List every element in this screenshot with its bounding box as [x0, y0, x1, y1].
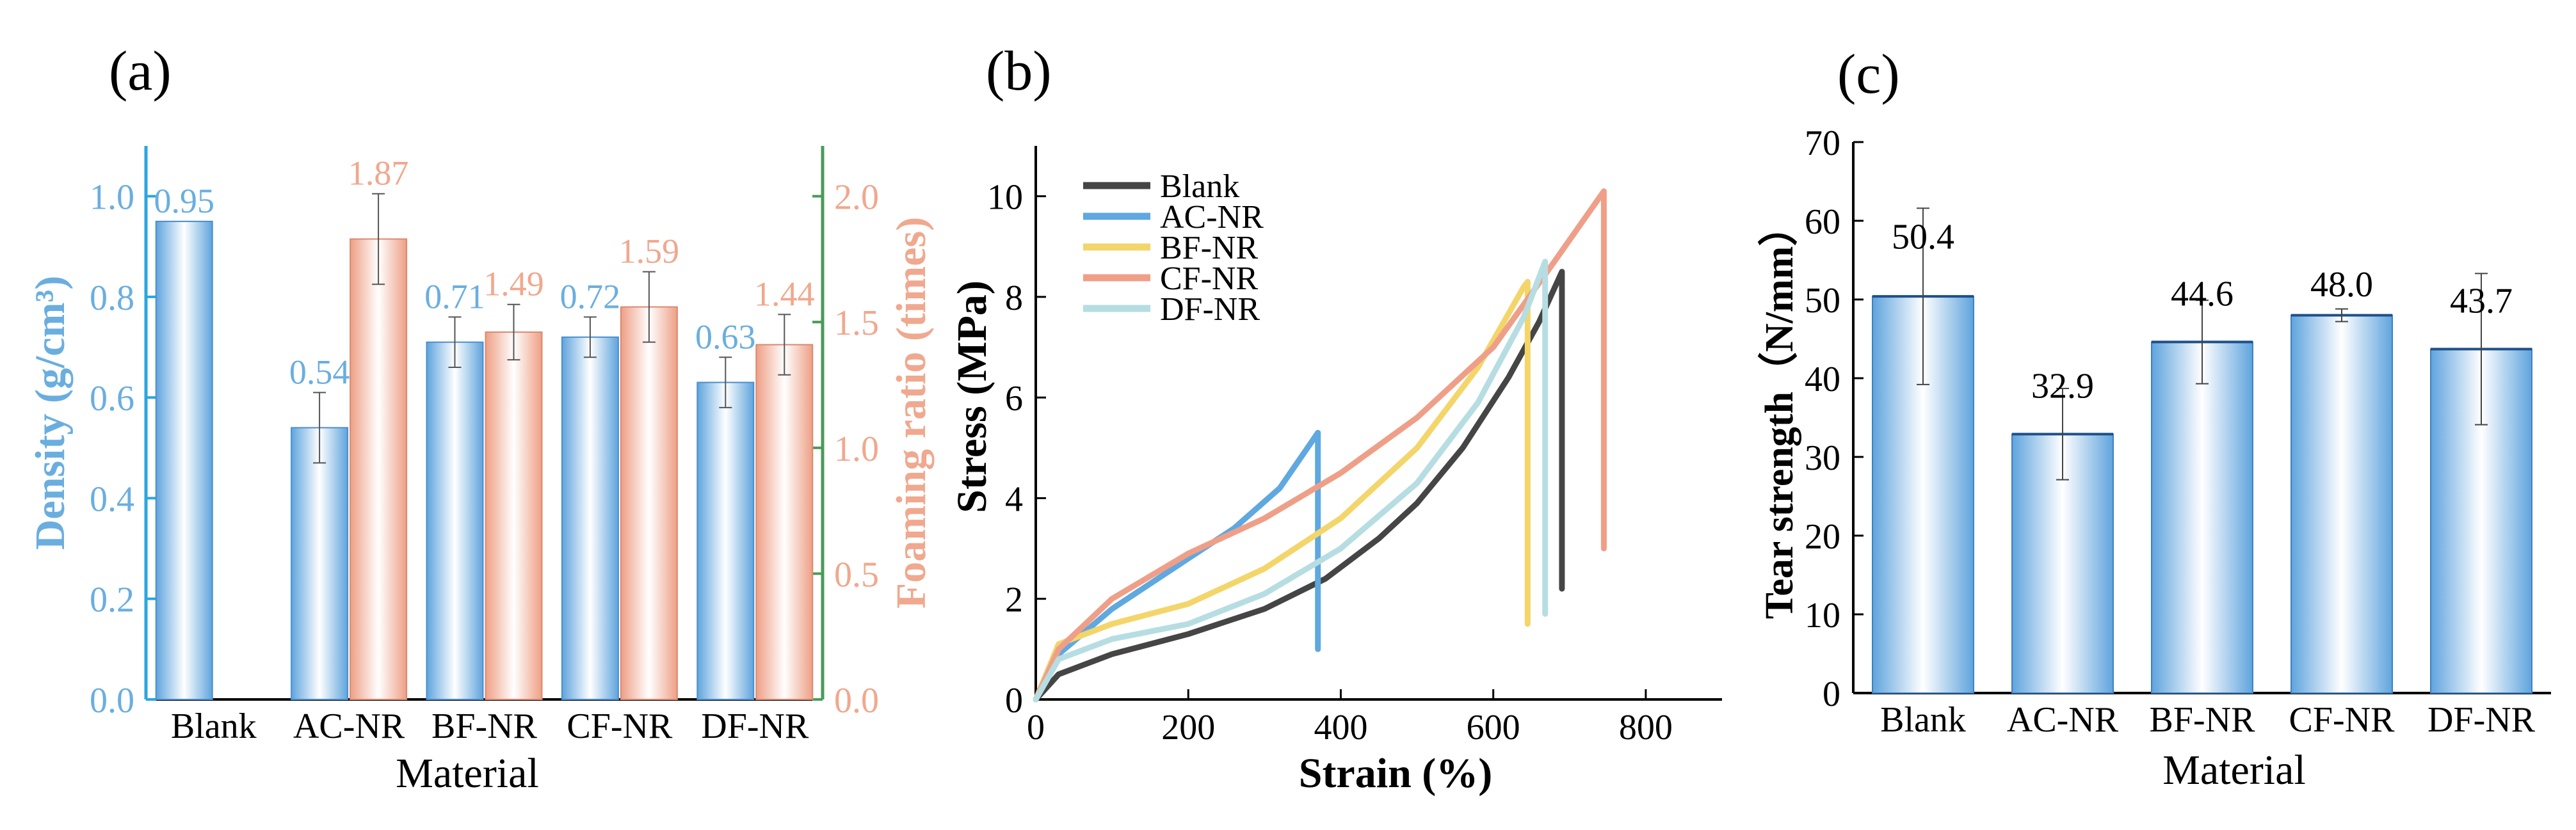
a-category-label: DF-NR	[701, 706, 809, 746]
c-y-tick-label: 10	[1805, 596, 1840, 635]
c-y-tick-label: 30	[1805, 438, 1840, 478]
a-bar-foaming-ratio	[620, 306, 678, 700]
panel-c-plot: 0 10 20 30 40 50 60 70 Blank 50.4 AC-NR 32.9 BF-NR 44…	[1805, 124, 2551, 740]
a-right-tick-label: 0.5	[834, 555, 879, 595]
a-data-label: 1.59	[619, 232, 680, 271]
c-y-tick-label: 0	[1823, 674, 1840, 714]
c-y-tick-label: 70	[1805, 124, 1840, 163]
panel-a-xlabel: Material	[396, 750, 539, 797]
a-bar-density	[561, 336, 619, 700]
panel-c-xlabel: Material	[2162, 747, 2306, 794]
a-right-tick-label: 1.0	[834, 429, 879, 469]
a-bar-foaming-ratio	[485, 331, 543, 700]
c-data-label: 43.7	[2450, 282, 2513, 321]
b-series-line-bf-nr	[1033, 278, 1531, 703]
a-right-tick-label: 1.5	[834, 303, 879, 343]
panel-a-ylabel-left: Density (g/cm³)	[27, 276, 74, 550]
c-data-label: 44.6	[2171, 275, 2234, 314]
c-y-tick-label: 50	[1805, 281, 1840, 321]
panel-b-plot: 0 2 4 6 8 10 0 200 400 600 800	[987, 146, 1722, 747]
a-category-label: BF-NR	[431, 706, 538, 746]
a-bar-density	[155, 220, 213, 701]
b-x-tick-label: 800	[1619, 708, 1673, 747]
b-y-tick-label: 6	[1005, 379, 1023, 419]
c-bar	[2290, 314, 2393, 694]
a-data-label: 1.49	[483, 265, 544, 303]
a-data-label: 1.87	[348, 154, 409, 193]
a-left-tick-label: 0.6	[90, 379, 134, 419]
panel-c: (c) 0 10 20 30 40 50 60 70 Blank 50.4 AC-NR 32.9 BF-…	[1757, 44, 2551, 794]
b-legend-label: BF-NR	[1160, 230, 1258, 266]
b-x-tick-label: 0	[1027, 708, 1045, 747]
b-y-tick-label: 10	[987, 178, 1023, 218]
b-series-line-blank	[1033, 269, 1565, 703]
b-x-tick-label: 600	[1467, 708, 1520, 747]
b-y-tick-label: 0	[1005, 681, 1023, 721]
panel-a: (a) 0.0 0.2 0.4 0.6 0.8 1.0 0.0 0.5 1.0 1.5 2.0 Bla…	[27, 40, 935, 797]
a-bar-density	[426, 341, 484, 700]
panel-c-ylabel: Tear strength（N/mm）	[1757, 207, 1801, 619]
a-data-label: 0.72	[560, 277, 621, 315]
a-right-tick-label: 0.0	[834, 681, 879, 721]
a-data-label: 0.63	[695, 317, 756, 356]
c-y-tick-label: 60	[1805, 202, 1840, 242]
b-y-tick-label: 2	[1005, 580, 1023, 620]
a-category-label: AC-NR	[293, 706, 405, 746]
c-data-label: 32.9	[2031, 366, 2094, 406]
a-category-label: Blank	[171, 706, 257, 746]
c-y-tick-label: 40	[1805, 360, 1840, 399]
b-y-tick-label: 8	[1005, 278, 1023, 318]
a-left-tick-label: 1.0	[90, 178, 134, 218]
panel-c-label: (c)	[1837, 44, 1900, 106]
a-bar-foaming-ratio	[755, 344, 814, 700]
a-bar-density	[696, 381, 755, 700]
a-data-label: 1.44	[754, 275, 815, 313]
a-left-tick-label: 0.2	[90, 580, 134, 620]
panel-b: (b) 0 2 4 6 8 10 0 200 400 600 800 BlankAC-NRBF-NR…	[949, 40, 1722, 797]
c-data-label: 48.0	[2310, 265, 2373, 305]
a-bar-density	[291, 427, 349, 700]
b-series-line-df-nr	[1033, 259, 1549, 703]
b-legend-label: Blank	[1160, 168, 1239, 205]
a-right-tick-label: 2.0	[834, 178, 879, 218]
a-data-label: 0.54	[289, 353, 350, 391]
a-left-tick-label: 0.8	[90, 278, 134, 318]
b-legend-label: AC-NR	[1160, 199, 1264, 235]
a-data-label: 0.95	[154, 182, 214, 220]
c-data-label: 50.4	[1892, 217, 1954, 257]
a-category-label: CF-NR	[567, 706, 673, 746]
c-category-label: CF-NR	[2289, 700, 2395, 740]
b-x-tick-label: 400	[1314, 708, 1367, 747]
a-left-tick-label: 0.0	[90, 681, 134, 721]
panel-b-ylabel: Stress (MPa)	[949, 280, 995, 513]
panel-b-xlabel: Strain (%)	[1299, 750, 1492, 797]
b-series-line-cf-nr	[1033, 188, 1607, 703]
b-y-tick-label: 4	[1005, 479, 1023, 519]
c-category-label: AC-NR	[2007, 700, 2119, 740]
c-bar	[2151, 341, 2253, 694]
b-legend-label: CF-NR	[1160, 260, 1258, 297]
c-category-label: Blank	[1880, 700, 1966, 740]
panel-b-label: (b)	[986, 40, 1052, 102]
c-category-label: BF-NR	[2150, 700, 2256, 740]
panel-a-label: (a)	[109, 40, 172, 102]
panel-a-plot: 0.0 0.2 0.4 0.6 0.8 1.0 0.0 0.5 1.0 1.5 2.0 Blank AC…	[90, 146, 879, 746]
a-data-label: 0.71	[424, 277, 485, 315]
panel-a-ylabel-right: Foaming ratio (times)	[888, 217, 935, 609]
a-bar-foaming-ratio	[350, 238, 408, 700]
b-x-tick-label: 200	[1161, 708, 1215, 747]
b-legend-label: DF-NR	[1160, 291, 1260, 328]
b-series-line-ac-nr	[1033, 429, 1321, 703]
c-category-label: DF-NR	[2427, 700, 2536, 740]
c-y-tick-label: 20	[1805, 517, 1840, 557]
a-left-tick-label: 0.4	[90, 479, 134, 519]
